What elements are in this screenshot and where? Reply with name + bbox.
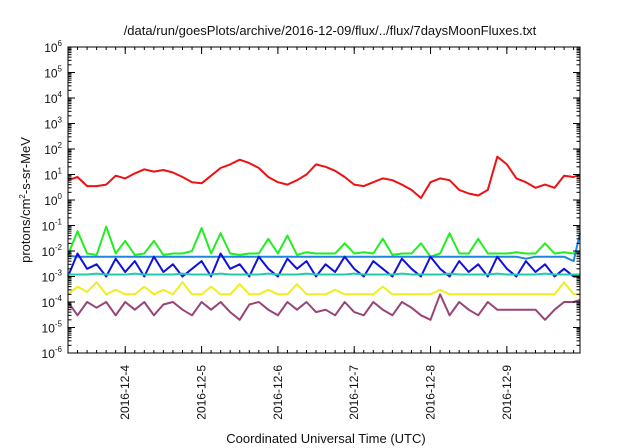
x-tick-label: 2016-12-9: [500, 365, 514, 420]
y-tick-label: 103: [44, 116, 62, 132]
y-tick-label: 105: [44, 65, 62, 81]
x-tick-labels: 2016-12-4 2016-12-5 2016-12-6 2016-12-7 2016…: [118, 365, 514, 420]
series-line-4: [67, 252, 580, 278]
y-tick-label: 100: [44, 192, 62, 208]
y-tick-label-base: 10: [44, 67, 58, 81]
x-tick-label: 2016-12-5: [195, 365, 209, 420]
plot-background: [68, 47, 580, 353]
y-tick-label-exponent: 2: [58, 141, 63, 150]
chart-title: /data/run/goesPlots/archive/2016-12-09/f…: [124, 23, 537, 38]
y-axis-label: protons/cm2-s-sr-MeV: [18, 137, 33, 263]
y-tick-label-exponent: 4: [58, 90, 63, 99]
y-tick-label: 10-4: [42, 294, 63, 310]
series-line-5: [68, 272, 580, 276]
series-layer: [67, 155, 581, 321]
series-line-6: [67, 281, 580, 296]
x-tick-label: 2016-12-7: [347, 365, 361, 420]
y-tick-label-exponent: 5: [58, 65, 63, 74]
x-axis-label: Coordinated Universal Time (UTC): [226, 431, 425, 446]
x-tick-label: 2016-12-6: [271, 365, 285, 420]
y-tick-label: 102: [44, 141, 62, 157]
y-tick-label-exponent: -5: [55, 320, 63, 329]
x-tick-label: 2016-12-8: [424, 365, 438, 420]
y-tick-label: 10-2: [42, 243, 63, 259]
y-tick-label-base: 10: [42, 271, 56, 285]
y-tick-label: 10-6: [42, 345, 63, 361]
y-tick-label-exponent: -1: [55, 218, 63, 227]
y-tick-label-exponent: -4: [55, 294, 63, 303]
y-tick-label-base: 10: [42, 296, 56, 310]
y-tick-label-base: 10: [42, 220, 56, 234]
axes-layer: [67, 46, 581, 354]
y-tick-label-base: 10: [42, 347, 56, 361]
y-tick-label-exponent: 0: [58, 192, 63, 201]
y-axis-label-rest: -s-sr-MeV: [18, 137, 33, 194]
y-tick-labels: 10-610-510-410-310-210-11001011021031041…: [42, 39, 63, 361]
y-tick-label: 10-1: [42, 218, 63, 234]
series-line-7: [67, 293, 581, 321]
x-tick-label: 2016-12-4: [118, 365, 132, 420]
y-tick-label-exponent: 1: [58, 167, 63, 176]
y-tick-label-exponent: 3: [58, 116, 63, 125]
y-tick-label-base: 10: [44, 143, 58, 157]
y-tick-label-base: 10: [44, 118, 58, 132]
y-tick-label-exponent: -6: [55, 345, 63, 354]
y-tick-label-base: 10: [44, 194, 58, 208]
y-tick-label-exponent: -3: [55, 269, 63, 278]
y-tick-label: 101: [44, 167, 62, 183]
y-tick-label-base: 10: [44, 169, 58, 183]
y-axis-label-unit: protons/cm: [18, 199, 33, 263]
y-tick-label: 10-3: [42, 269, 63, 285]
y-tick-label-base: 10: [42, 245, 56, 259]
y-tick-label-base: 10: [42, 322, 56, 336]
plot-area: [68, 47, 580, 353]
y-tick-label: 104: [44, 90, 62, 106]
y-tick-label-exponent: 6: [58, 39, 63, 48]
y-tick-label-base: 10: [44, 92, 58, 106]
y-tick-label: 106: [44, 39, 62, 55]
series-line-1: [67, 155, 581, 199]
series-line-2: [67, 225, 581, 258]
y-tick-label-exponent: -2: [55, 243, 63, 252]
y-tick-label-base: 10: [44, 41, 58, 55]
y-axis-label-superscript: 2: [18, 194, 27, 199]
y-tick-label: 10-5: [42, 320, 63, 336]
